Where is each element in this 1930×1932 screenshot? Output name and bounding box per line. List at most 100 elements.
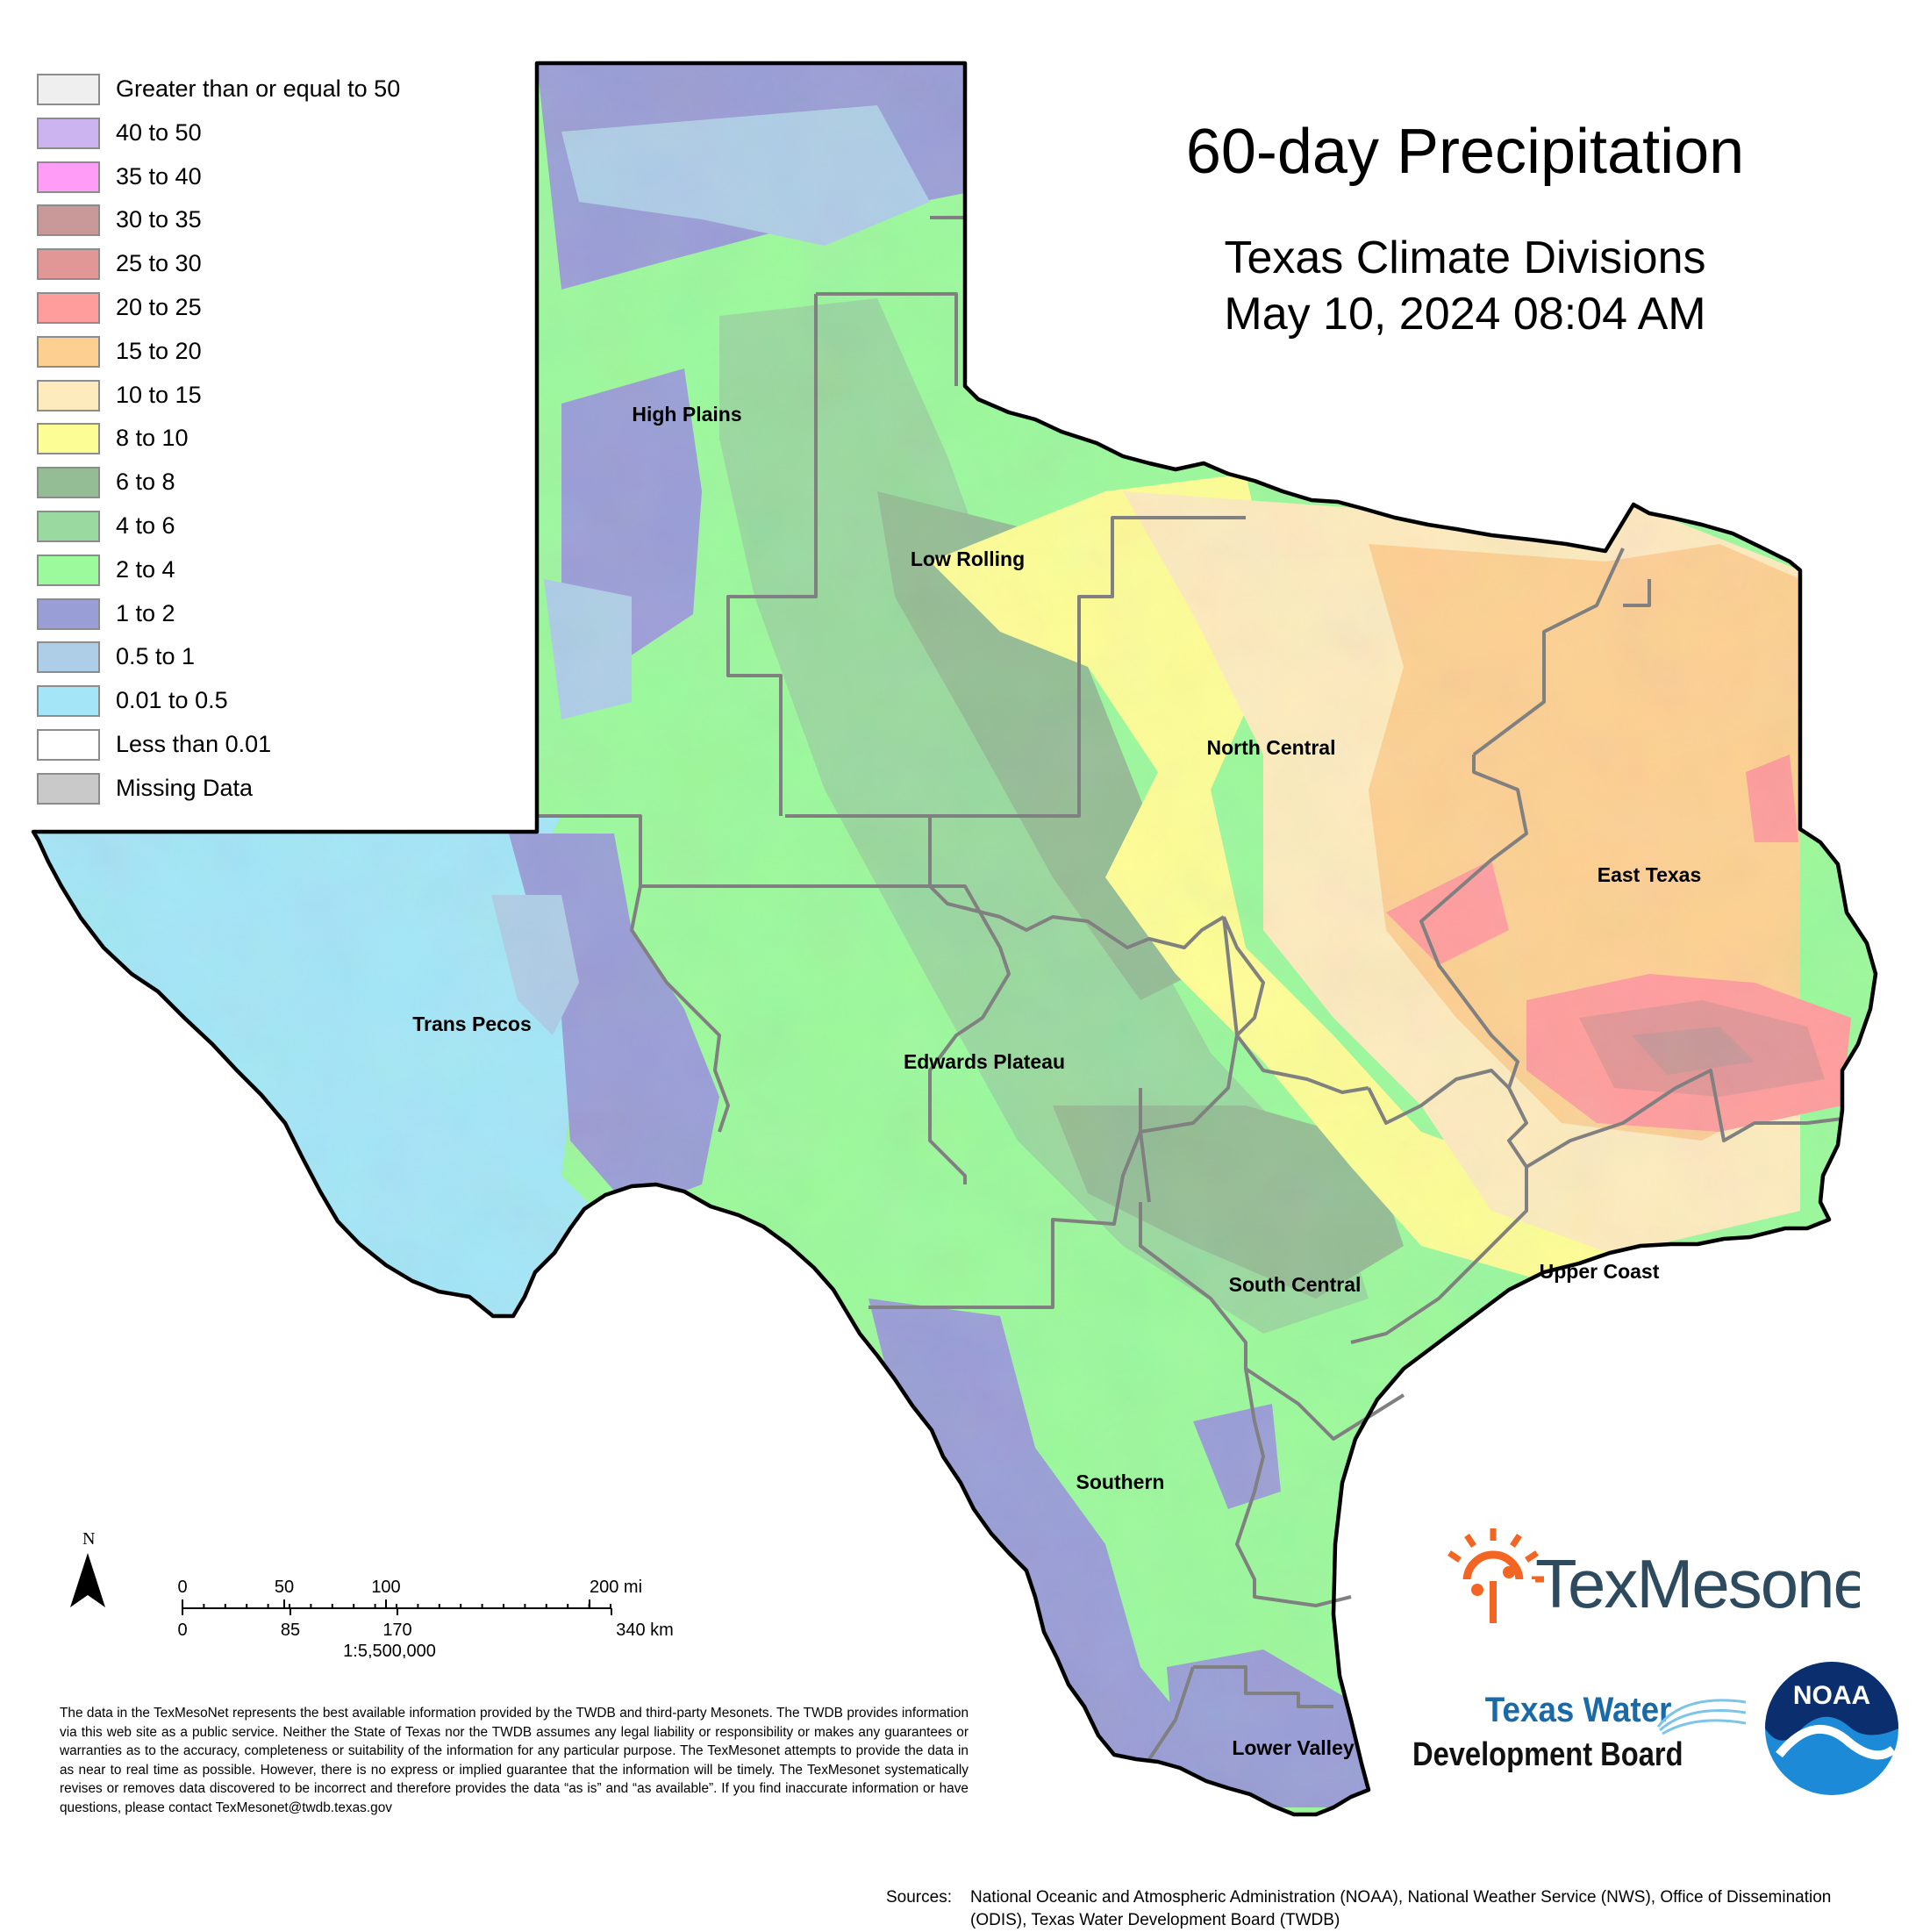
legend-swatch xyxy=(37,292,100,324)
legend-label: 8 to 10 xyxy=(116,425,189,452)
title-block: 60-day Precipitation Texas Climate Divis… xyxy=(1053,112,1877,342)
division-boundary xyxy=(1350,1087,1528,1344)
legend-item: 30 to 35 xyxy=(37,201,493,237)
legend-item: 15 to 20 xyxy=(37,333,493,368)
noaa-logo: NOAA xyxy=(1765,1662,1898,1795)
region-label: South Central xyxy=(1229,1273,1362,1296)
north-arrow-icon xyxy=(70,1553,105,1607)
division-boundary xyxy=(868,1131,1142,1309)
legend-swatch xyxy=(37,74,100,105)
legend-swatch xyxy=(37,467,100,499)
legend-swatch xyxy=(37,685,100,718)
legend-item: 0.01 to 0.5 xyxy=(37,682,493,718)
twdb-line2: Development Board xyxy=(1412,1735,1683,1773)
water-wave-icon xyxy=(1656,1699,1746,1735)
noaa-wordmark: NOAA xyxy=(1793,1681,1870,1710)
disclaimer: The data in the TexMesoNet represents th… xyxy=(60,1706,969,1815)
legend-swatch xyxy=(37,161,100,193)
legend-label: 40 to 50 xyxy=(116,118,202,146)
sources-text: National Oceanic and Atmospheric Adminis… xyxy=(970,1888,1832,1929)
legend-swatch xyxy=(37,729,100,761)
scale-mi-tick: 100 xyxy=(371,1578,400,1597)
division-boundary xyxy=(1623,579,1651,607)
division-boundary xyxy=(1525,1069,1843,1169)
scale-bar: N 0 50 100 200 mi 0 85 170 340 km 1:5,500,000 xyxy=(70,1529,674,1658)
legend-label: 20 to 25 xyxy=(116,294,202,320)
division-boundary xyxy=(1472,547,1625,756)
legend-item: 10 to 15 xyxy=(37,376,493,411)
legend-swatch xyxy=(37,641,100,674)
legend-swatch xyxy=(37,204,100,237)
texmesonet-logo: TexMesonet xyxy=(1448,1528,1860,1623)
legend-swatch xyxy=(37,511,100,542)
region-label: Southern xyxy=(1076,1470,1165,1493)
legend-item: Less than 0.01 xyxy=(37,726,493,761)
legend-item: 40 to 50 xyxy=(37,114,493,149)
scale-km-tick: 170 xyxy=(382,1621,411,1640)
texas-outline xyxy=(31,61,1878,1817)
legend-label: 6 to 8 xyxy=(116,469,175,496)
region-label: North Central xyxy=(1207,736,1336,759)
legend-item: Missing Data xyxy=(37,769,493,805)
legend-swatch xyxy=(37,423,100,455)
texmesonet-wordmark: TexMesonet xyxy=(1535,1545,1860,1622)
region-label: High Plains xyxy=(632,403,741,426)
legend-swatch xyxy=(37,772,100,805)
division-boundary xyxy=(537,814,930,888)
division-boundary xyxy=(1193,1665,1333,1708)
division-boundary xyxy=(1147,1666,1195,1761)
legend-item: 2 to 4 xyxy=(37,551,493,586)
legend-swatch xyxy=(37,597,100,630)
legend-label: 10 to 15 xyxy=(116,381,202,408)
region-label: Trans Pecos xyxy=(412,1013,532,1035)
division-boundary xyxy=(1367,755,1528,1125)
region-label: Upper Coast xyxy=(1540,1260,1660,1283)
legend-item: 20 to 25 xyxy=(37,289,493,324)
legend-label: 25 to 30 xyxy=(116,250,202,277)
map-date: May 10, 2024 08:04 AM xyxy=(1224,289,1706,340)
division-boundary xyxy=(928,884,1011,1184)
legend-item: 8 to 10 xyxy=(37,419,493,455)
legend-label: 1 to 2 xyxy=(116,599,175,626)
scale-ratio: 1:5,500,000 xyxy=(343,1642,436,1658)
legend-label: Missing Data xyxy=(116,774,254,801)
legend-swatch xyxy=(37,248,100,281)
legend-swatch xyxy=(37,117,100,149)
legend-label: Greater than or equal to 50 xyxy=(116,75,401,102)
sun-icon xyxy=(1448,1528,1544,1623)
region-label: East Texas xyxy=(1598,863,1701,886)
twdb-line1: Texas Water xyxy=(1485,1691,1672,1730)
legend-label: 0.01 to 0.5 xyxy=(116,687,228,714)
division-boundary xyxy=(928,884,1226,949)
legend-label: 4 to 6 xyxy=(116,512,175,539)
map-subtitle: Texas Climate Divisions xyxy=(1224,233,1706,283)
legend-item: 6 to 8 xyxy=(37,463,493,499)
region-label: Low Rolling xyxy=(911,547,1025,570)
climate-division-boundaries xyxy=(537,216,1843,1761)
legend-item: Greater than or equal to 50 xyxy=(37,70,493,105)
scale-km-tick: 0 xyxy=(177,1621,187,1640)
legend-item: 0.5 to 1 xyxy=(37,638,493,674)
map-title: 60-day Precipitation xyxy=(1185,117,1745,187)
division-boundary xyxy=(930,516,1246,818)
region-label: Lower Valley xyxy=(1232,1736,1355,1759)
legend-label: 15 to 20 xyxy=(116,337,202,364)
scale-km-tick: 85 xyxy=(281,1621,300,1640)
division-boundary xyxy=(1235,1368,1352,1607)
twdb-logo: Texas Water Development Board xyxy=(1412,1691,1746,1773)
legend-swatch xyxy=(37,379,100,411)
legend-label: 2 to 4 xyxy=(116,555,175,583)
scale-mi-tick: 50 xyxy=(275,1578,294,1597)
scale-mi-tick: 200 mi xyxy=(590,1578,642,1597)
legend-label: 30 to 35 xyxy=(116,206,202,233)
division-boundary xyxy=(726,294,818,816)
division-boundary xyxy=(1139,1202,1405,1441)
sources-label: Sources: xyxy=(886,1888,952,1907)
legend-label: Less than 0.01 xyxy=(116,731,272,757)
division-boundary xyxy=(816,292,958,386)
scale-mi-tick: 0 xyxy=(177,1578,187,1597)
division-boundary xyxy=(1140,916,1239,1134)
scale-km-tick: 340 km xyxy=(616,1621,674,1640)
region-label: Edwards Plateau xyxy=(904,1050,1065,1073)
